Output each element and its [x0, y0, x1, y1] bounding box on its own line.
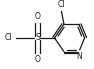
Text: S: S [35, 33, 40, 42]
Text: Cl: Cl [5, 33, 12, 42]
Text: Cl: Cl [57, 0, 65, 9]
Text: O: O [35, 55, 41, 64]
Text: O: O [35, 12, 41, 21]
Text: N: N [76, 52, 82, 61]
